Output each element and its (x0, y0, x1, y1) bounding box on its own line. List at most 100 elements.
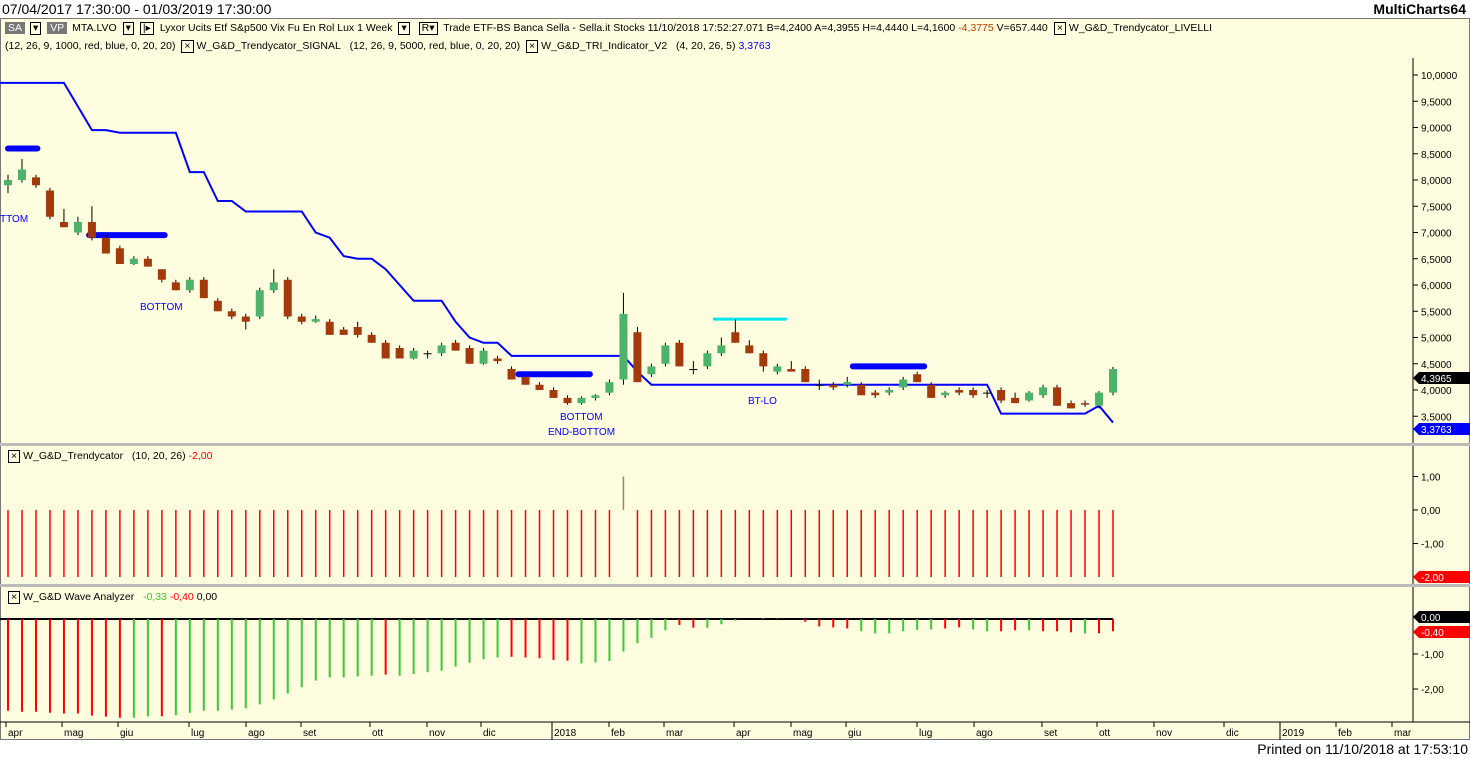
close-wave-icon[interactable]: × (8, 591, 21, 604)
candle-body (1039, 387, 1048, 396)
indicator-line: (12, 26, 9, 1000, red, blue, 0, 20, 20) … (5, 40, 771, 53)
last-price-badge-bg (1413, 372, 1470, 384)
candle-body (87, 222, 96, 238)
quote: Trade ETF-BS Banca Sella - Sella.it Stoc… (443, 22, 956, 34)
ind2-name: W_G&D_Trendycator_SIGNAL (196, 40, 341, 52)
wave-legend: × W_G&D Wave Analyzer -0,33 -0,40 0,00 (5, 591, 217, 604)
candle-body (759, 353, 768, 367)
candle-body (703, 353, 712, 367)
signal-label: TTOM (0, 214, 28, 225)
wave-v3: 0,00 (196, 591, 218, 603)
candle-body (395, 348, 404, 359)
resolution-dropdown[interactable]: ▾ (398, 22, 410, 35)
wave-v1: -0,33 (142, 591, 167, 603)
wave-badge: 0,00 (1421, 613, 1441, 624)
price-tick-label: 8,0000 (1421, 176, 1452, 187)
candle-body (815, 384, 824, 386)
candle-body (73, 222, 82, 233)
wave-badge-2: -0,40 (1421, 628, 1444, 639)
ind2-params: (12, 26, 9, 5000, red, blue, 0, 20, 20) (349, 40, 521, 52)
x-tick-label: mag (793, 728, 812, 739)
wave-badge-2-bg (1413, 626, 1470, 638)
candle-body (479, 350, 488, 364)
wave-tick-label: -1,00 (1421, 650, 1444, 661)
title-bar: 07/04/2017 17:30:00 - 01/03/2019 17:30:0… (0, 0, 1470, 18)
x-tick-label: lug (191, 728, 204, 739)
wave-tick-label: -2,00 (1421, 685, 1444, 696)
close-ind3-icon[interactable]: × (526, 40, 539, 53)
resolution: 1 Week (357, 22, 393, 34)
sa-dropdown[interactable]: ▾ (30, 22, 42, 35)
close-trendycator-icon[interactable]: × (8, 450, 21, 463)
price-tick-label: 6,5000 (1421, 255, 1452, 266)
symbol: MTA.LVO (72, 22, 117, 34)
candle-body (563, 397, 572, 404)
candle-body (745, 345, 754, 354)
close-ind1-icon[interactable]: × (1053, 22, 1066, 35)
date-range: 07/04/2017 17:30:00 - 01/03/2019 17:30:0… (2, 1, 272, 17)
candle-body (493, 358, 502, 362)
ind3-name: W_G&D_TRI_Indicator_V2 (541, 40, 668, 52)
price-tick-label: 7,5000 (1421, 202, 1452, 213)
candle-body (31, 177, 40, 186)
candle-body (633, 332, 642, 383)
close-ind2-icon[interactable]: × (181, 40, 194, 53)
candle-body (661, 345, 670, 364)
panel-separator (0, 443, 1470, 446)
price-tick-label: 4,5000 (1421, 360, 1452, 371)
ind1-params: (12, 26, 9, 1000, red, blue, 0, 20, 20) (5, 40, 176, 52)
chart-window[interactable]: SA ▾ VP MTA.LVO ▾ |▸ Lyxor Ucits Etf S&p50… (0, 18, 1470, 740)
trendycator-badge-bg (1413, 571, 1470, 583)
candle-body (297, 316, 306, 322)
x-tick-label: feb (611, 728, 625, 739)
candle-body (451, 342, 460, 351)
candle-body (689, 369, 698, 370)
x-tick-label: dic (483, 728, 496, 739)
indicator-badge: 3,3763 (1421, 425, 1452, 436)
candle-body (381, 342, 390, 359)
chart-canvas: 10,0000 9,5000 9,0000 8,5000 8,0000 7,5000 7,0… (0, 58, 1470, 740)
trendycator-line (0, 81, 1114, 424)
status-line: SA ▾ VP MTA.LVO ▾ |▸ Lyxor Ucits Etf S&p50… (5, 22, 1212, 35)
x-tick-label: ago (248, 728, 265, 739)
candle-body (367, 334, 376, 343)
price-tick-label: 5,0000 (1421, 334, 1452, 345)
ind3-params: (4, 20, 26, 5) (675, 40, 736, 52)
candle-body (941, 392, 950, 396)
candle-body (1081, 403, 1090, 405)
trend-tick-label: 0,00 (1421, 506, 1441, 517)
candle-body (1067, 403, 1076, 409)
candle-body (143, 258, 152, 267)
symbol-toggle[interactable]: |▸ (139, 22, 154, 35)
trendycator-value: -2,00 (188, 450, 213, 462)
candle-body (339, 329, 348, 335)
candle-body (283, 279, 292, 317)
x-tick-label: ott (372, 728, 383, 739)
candle-body (997, 390, 1006, 401)
candle-body (619, 313, 628, 380)
candle-body (787, 369, 796, 372)
vp-button[interactable]: VP (47, 22, 68, 34)
sa-button[interactable]: SA (5, 22, 26, 34)
app-name: MultiCharts64 (1373, 1, 1466, 17)
ind3-value: 3,3763 (738, 40, 771, 52)
x-tick-label: nov (429, 728, 445, 739)
candle-body (213, 300, 222, 312)
candle-body (899, 379, 908, 388)
indicator-badge-bg (1413, 423, 1470, 435)
candle-body (129, 258, 138, 264)
symbol-dropdown[interactable]: ▾ (122, 22, 134, 35)
candle-body (885, 390, 894, 393)
candle-body (437, 345, 446, 354)
trend-tick-label: -1,00 (1421, 540, 1444, 551)
price-tick-label: 7,0000 (1421, 229, 1452, 240)
candle-body (731, 332, 740, 343)
candle-body (59, 222, 68, 228)
description: Lyxor Ucits Etf S&p500 Vix Fu En Rol Lux (159, 22, 355, 34)
r-button[interactable]: R▾ (418, 22, 438, 35)
candle-body (521, 376, 530, 385)
change: -4,3775 (958, 22, 994, 34)
trendycator-legend: × W_G&D_Trendycator (10, 20, 26) -2,00 (5, 450, 212, 463)
price-tick-label: 5,5000 (1421, 307, 1452, 318)
candle-body (1025, 392, 1034, 401)
